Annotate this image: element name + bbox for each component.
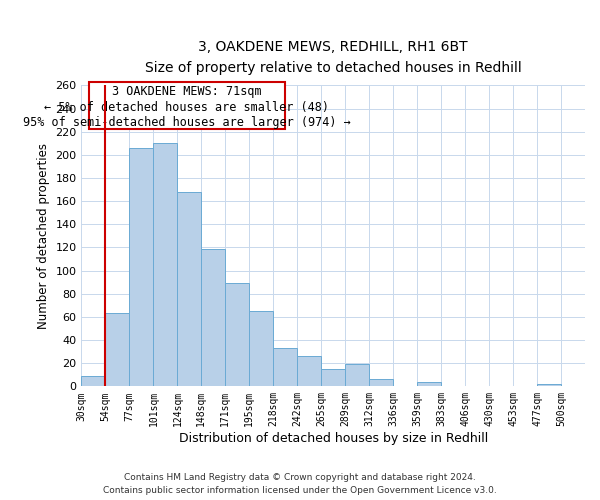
Bar <box>154 144 178 386</box>
Bar <box>249 311 273 386</box>
Bar <box>369 380 393 386</box>
Bar <box>226 284 249 387</box>
Bar <box>321 369 345 386</box>
Bar <box>106 314 130 386</box>
X-axis label: Distribution of detached houses by size in Redhill: Distribution of detached houses by size … <box>179 432 488 445</box>
Bar <box>178 192 202 386</box>
Bar <box>130 148 154 386</box>
Text: 3 OAKDENE MEWS: 71sqm: 3 OAKDENE MEWS: 71sqm <box>112 86 262 98</box>
FancyBboxPatch shape <box>89 82 285 130</box>
Text: 95% of semi-detached houses are larger (974) →: 95% of semi-detached houses are larger (… <box>23 116 351 128</box>
Bar <box>537 384 561 386</box>
Text: Contains HM Land Registry data © Crown copyright and database right 2024.
Contai: Contains HM Land Registry data © Crown c… <box>103 474 497 495</box>
Text: ← 5% of detached houses are smaller (48): ← 5% of detached houses are smaller (48) <box>44 100 329 114</box>
Bar <box>273 348 297 387</box>
Bar <box>297 356 321 386</box>
Bar <box>82 376 106 386</box>
Bar <box>345 364 369 386</box>
Bar <box>202 248 226 386</box>
Bar <box>417 382 441 386</box>
Y-axis label: Number of detached properties: Number of detached properties <box>37 143 50 329</box>
Title: 3, OAKDENE MEWS, REDHILL, RH1 6BT
Size of property relative to detached houses i: 3, OAKDENE MEWS, REDHILL, RH1 6BT Size o… <box>145 40 521 74</box>
